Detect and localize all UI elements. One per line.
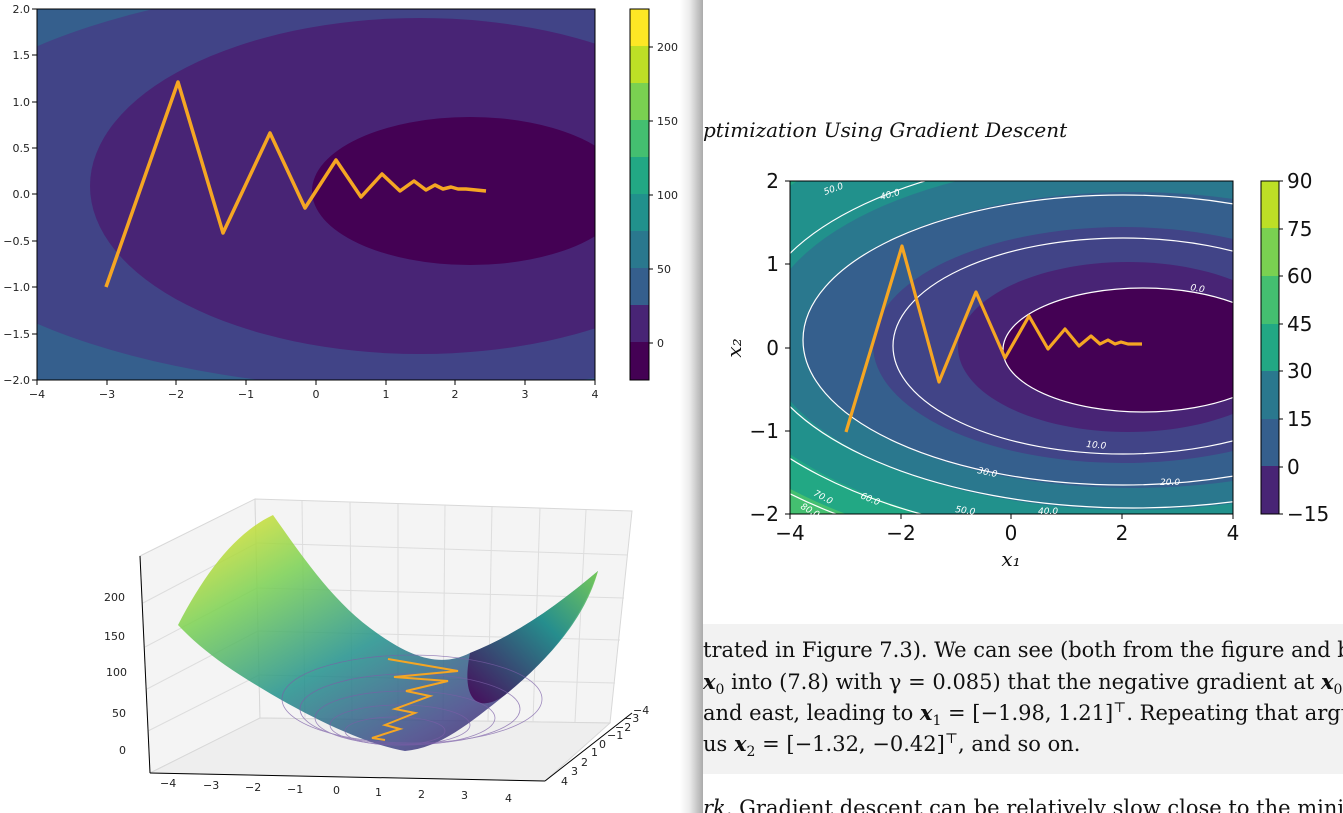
svg-text:3: 3: [571, 765, 578, 778]
svg-text:−4: −4: [633, 704, 649, 717]
svg-text:1.5: 1.5: [13, 49, 31, 62]
svg-text:−2.0: −2.0: [3, 374, 30, 387]
svg-text:1: 1: [766, 252, 779, 276]
remark-line: rk. Gradient descent can be relatively s…: [703, 796, 1343, 813]
svg-text:90: 90: [1287, 169, 1312, 193]
svg-text:2.0: 2.0: [13, 3, 31, 16]
svg-text:20.0: 20.0: [1160, 478, 1180, 488]
contour-figure: 50.0 40.0 0.0 10.0 20.0 30.0 70.0 60.0 8…: [722, 169, 1329, 571]
svg-text:3: 3: [522, 388, 529, 401]
contour-plot-2d: 2.0 1.5 1.0 0.5 0.0 −0.5 −1.0 −1.5 −2.0 …: [3, 3, 678, 401]
svg-text:−3: −3: [99, 388, 115, 401]
svg-text:50.0: 50.0: [955, 505, 977, 518]
svg-text:−3: −3: [623, 712, 639, 725]
svg-text:3: 3: [461, 789, 468, 802]
x-axis-label: x₁: [1001, 547, 1020, 571]
gradient-descent-path-3d: [371, 658, 459, 741]
svg-text:−1: −1: [238, 388, 254, 401]
svg-text:−1: −1: [287, 783, 303, 796]
svg-text:0.5: 0.5: [13, 142, 31, 155]
notebook-output-pane: 2.0 1.5 1.0 0.5 0.0 −0.5 −1.0 −1.5 −2.0 …: [3, 3, 678, 805]
x-axis-ticks: −4 −3 −2 −1 0 1 2 3 4: [29, 380, 599, 401]
svg-text:−4: −4: [775, 521, 804, 545]
paragraph-line-3: and east, leading to x1 = [−1.98, 1.21]⊤…: [703, 700, 1343, 730]
svg-text:−2: −2: [886, 521, 915, 545]
svg-text:2: 2: [418, 788, 425, 801]
svg-text:1: 1: [375, 786, 382, 799]
gradient-descent-path-figure: [844, 244, 1142, 433]
svg-text:−1: −1: [607, 729, 623, 742]
svg-text:−2: −2: [750, 502, 779, 526]
paragraph-line-1: trated in Figure 7.3). We can see (both …: [703, 638, 1343, 662]
paragraph-line-2: x0 into (7.8) with γ = 0.085) that the n…: [703, 669, 1343, 699]
svg-text:2: 2: [452, 388, 459, 401]
svg-text:0: 0: [313, 388, 320, 401]
y-axis-ticks: 2.0 1.5 1.0 0.5 0.0 −0.5 −1.0 −1.5 −2.0: [3, 3, 37, 387]
svg-text:0: 0: [1287, 455, 1300, 479]
gradient-descent-path: [104, 80, 487, 288]
highlighted-paragraph: trated in Figure 7.3). We can see (both …: [703, 624, 1343, 774]
svg-text:4: 4: [1227, 521, 1240, 545]
svg-text:0: 0: [119, 744, 126, 757]
colorbar: 200 150 100 50 0: [629, 8, 678, 381]
svg-text:−2: −2: [615, 721, 631, 734]
svg-text:4: 4: [592, 388, 599, 401]
svg-text:−2: −2: [245, 781, 261, 794]
svg-text:60: 60: [1287, 264, 1312, 288]
svg-text:4: 4: [561, 775, 568, 788]
svg-text:75: 75: [1287, 217, 1312, 241]
svg-text:200: 200: [657, 41, 678, 54]
svg-text:45: 45: [1287, 312, 1312, 336]
svg-text:50: 50: [112, 707, 126, 720]
svg-text:−1.5: −1.5: [3, 328, 30, 341]
y-axis-ticks-figure: 2 1 0 −1 −2: [750, 169, 790, 526]
svg-text:30.0: 30.0: [976, 466, 998, 480]
svg-text:0: 0: [657, 337, 664, 350]
x-axis-ticks-3d: −4 −3 −2 −1 0 1 2 3 4: [160, 777, 512, 805]
svg-text:0.0: 0.0: [1189, 283, 1205, 295]
svg-text:−2: −2: [168, 388, 184, 401]
y-axis-label: x₂: [722, 338, 746, 357]
svg-text:2: 2: [766, 169, 779, 193]
svg-text:−3: −3: [203, 779, 219, 792]
svg-text:30: 30: [1287, 359, 1312, 383]
svg-text:−4: −4: [29, 388, 45, 401]
svg-text:10.0: 10.0: [1086, 440, 1107, 452]
svg-text:15: 15: [1287, 407, 1312, 431]
svg-text:2: 2: [581, 756, 588, 769]
svg-text:40.0: 40.0: [1038, 507, 1058, 517]
colorbar-figure: 90 75 60 45 30 15 0 −15: [1260, 169, 1329, 526]
svg-text:150: 150: [104, 630, 125, 643]
book-page-pane: ptimization Using Gradient Descent: [703, 0, 1343, 813]
svg-text:0: 0: [1005, 521, 1018, 545]
svg-text:50: 50: [657, 263, 671, 276]
svg-text:−1.0: −1.0: [3, 281, 30, 294]
svg-text:4: 4: [505, 792, 512, 805]
chapter-title: ptimization Using Gradient Descent: [703, 118, 1068, 142]
svg-text:−1: −1: [750, 419, 779, 443]
y-axis-ticks-3d: 4 3 2 1 0 −1 −2 −3 −4: [561, 704, 649, 788]
x-axis-ticks-figure: −4 −2 0 2 4: [775, 514, 1239, 545]
surface-plot-3d: 200 150 100 50 0 −4 −3 −2 −1 0 1 2 3 4 4…: [104, 498, 649, 805]
svg-text:1: 1: [591, 746, 598, 759]
svg-text:200: 200: [104, 591, 125, 604]
svg-text:100: 100: [657, 189, 678, 202]
svg-text:1: 1: [383, 388, 390, 401]
svg-text:0: 0: [766, 336, 779, 360]
pane-divider-shadow: [680, 0, 704, 813]
svg-text:0.0: 0.0: [13, 188, 31, 201]
svg-text:−15: −15: [1287, 502, 1329, 526]
svg-text:2: 2: [1116, 521, 1129, 545]
svg-text:0: 0: [333, 784, 340, 797]
z-axis-ticks: 200 150 100 50 0: [104, 591, 127, 757]
paragraph-line-4: us x2 = [−1.32, −0.42]⊤, and so on.: [703, 731, 1081, 761]
svg-text:150: 150: [657, 115, 678, 128]
svg-text:−0.5: −0.5: [3, 235, 30, 248]
svg-text:100: 100: [106, 666, 127, 679]
svg-text:−4: −4: [160, 777, 176, 790]
svg-text:1.0: 1.0: [13, 96, 31, 109]
svg-text:0: 0: [599, 738, 606, 751]
